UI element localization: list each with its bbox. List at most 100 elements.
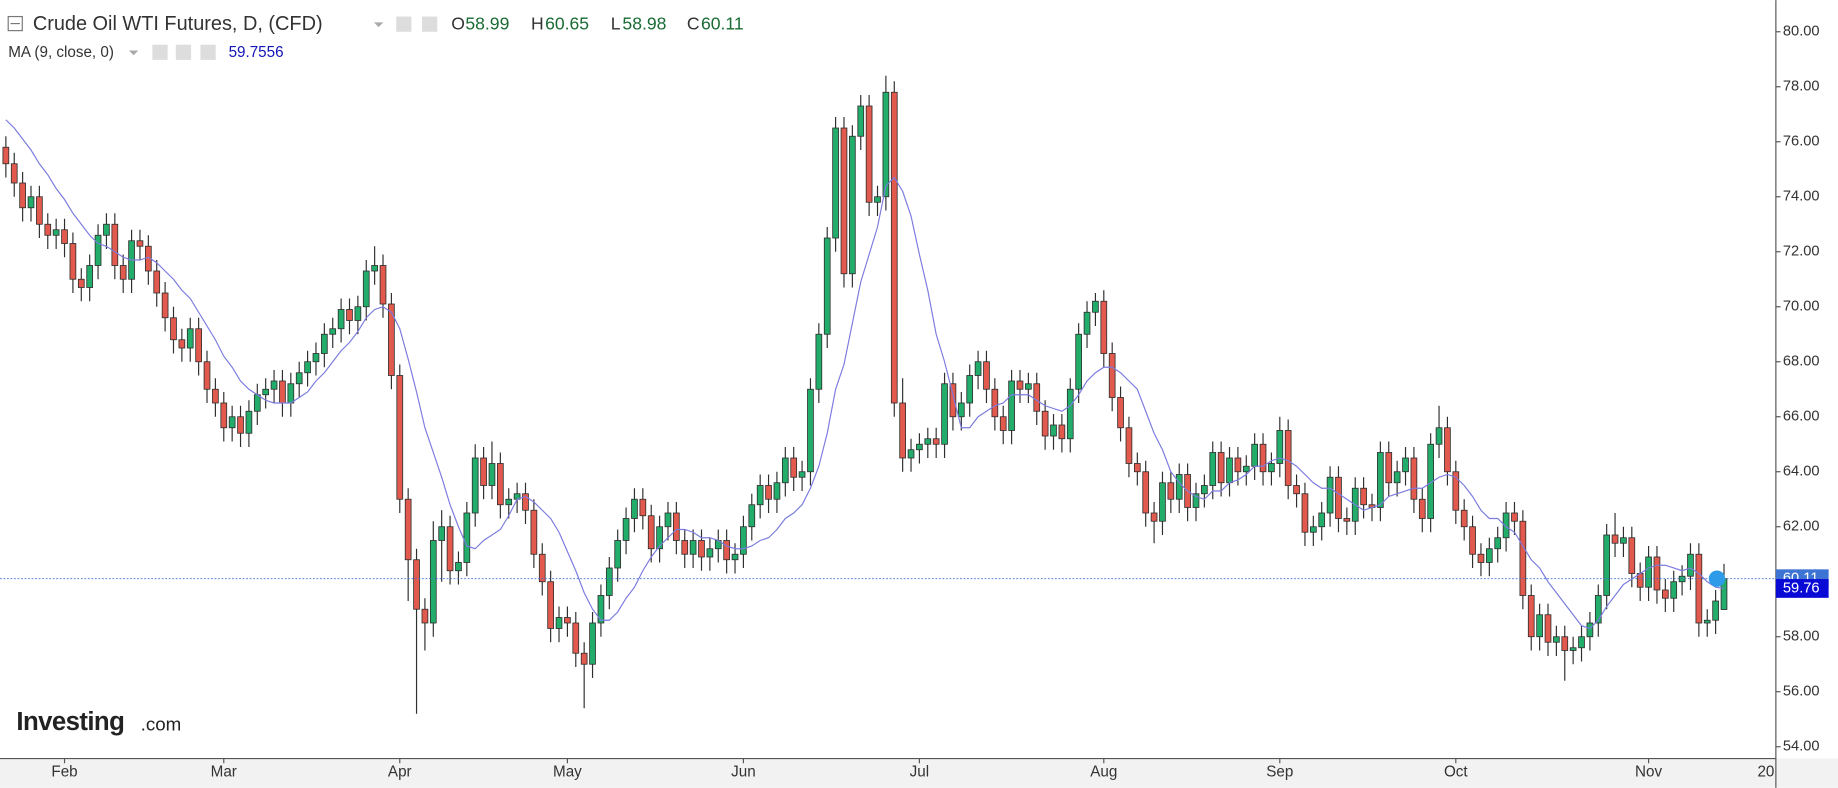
candle-body [957, 402, 965, 418]
candle-body [580, 652, 588, 665]
candle-body [1008, 380, 1015, 431]
collapse-button[interactable] [7, 15, 23, 32]
y-tick-label: 76.00 [1783, 134, 1820, 150]
candle-body [991, 388, 999, 418]
candle-body [882, 91, 890, 198]
candle-body [1385, 452, 1393, 484]
dropdown-arrow[interactable] [373, 22, 384, 28]
dropdown-arrow[interactable] [128, 50, 139, 56]
y-tick-label: 64.00 [1783, 464, 1820, 480]
candle-body [857, 105, 865, 137]
candle-body [69, 243, 77, 280]
candle-body [1092, 300, 1099, 313]
visibility-button[interactable] [396, 16, 412, 32]
candle-body [497, 463, 504, 506]
candle-body [295, 372, 303, 385]
settings-button[interactable] [175, 44, 192, 60]
candle-body [849, 135, 856, 275]
candle-body [287, 383, 295, 404]
candle-body [907, 449, 915, 459]
candle-body [170, 317, 177, 341]
candle-body [1393, 471, 1401, 484]
candle-body [1309, 526, 1317, 533]
x-tick-label: Sep [1266, 764, 1293, 781]
candle-body [463, 512, 471, 563]
remove-button[interactable] [200, 44, 216, 60]
y-tick-label: 54.00 [1783, 739, 1820, 755]
candle-body [924, 438, 932, 445]
candle-body [1418, 498, 1426, 519]
logo-suffix: .com [141, 714, 182, 735]
candle-body [781, 457, 789, 484]
candle-body [756, 485, 764, 506]
candle-body [1452, 471, 1460, 511]
candle-body [480, 457, 487, 486]
candle-body [371, 265, 378, 272]
candle-body [974, 361, 982, 376]
y-tick-label: 70.00 [1783, 299, 1820, 315]
candle-body [1284, 430, 1292, 486]
candle-body [572, 622, 580, 654]
candle-body [438, 526, 446, 541]
candle-body [874, 196, 881, 203]
candle-body [1444, 427, 1451, 473]
candle-body [446, 526, 454, 572]
x-tick-label: Apr [388, 764, 412, 781]
candle-body [1293, 485, 1300, 495]
candle-body [1527, 595, 1535, 638]
candle-body [1611, 534, 1619, 544]
candle-body [1695, 553, 1703, 624]
candle-body [1209, 452, 1217, 486]
candle-body [555, 617, 563, 629]
candle-body [136, 240, 144, 247]
candle-body [999, 416, 1007, 431]
candle-body [253, 394, 261, 412]
y-tick-label: 58.00 [1783, 629, 1820, 645]
indicator-name: MA (9, close, 0) [8, 44, 114, 61]
candle-body [1578, 636, 1585, 649]
candle-body [1594, 595, 1602, 624]
settings-button[interactable] [421, 16, 438, 32]
candle-body [354, 306, 362, 321]
candle-body [815, 333, 823, 390]
candle-body [279, 380, 286, 404]
candle-body [237, 416, 244, 434]
candle-body [1335, 476, 1342, 519]
candle-body [1150, 512, 1158, 522]
candle-body [1469, 526, 1476, 555]
visibility-button[interactable] [152, 44, 168, 60]
candle-body [1703, 619, 1711, 624]
candle-body [1016, 380, 1024, 390]
candle-body [1410, 457, 1418, 500]
candle-body [1435, 427, 1443, 445]
candle-body [1628, 537, 1636, 574]
candle-body [723, 540, 730, 561]
candle-body [421, 608, 429, 624]
ohlc-value: 60.65 [545, 13, 589, 33]
candle-body [1561, 636, 1569, 651]
candle-body [983, 361, 990, 390]
candle-body [44, 223, 52, 236]
candle-body [1083, 311, 1091, 335]
candle-body [1133, 463, 1141, 473]
x-tick-label: Jun [731, 764, 756, 781]
candle-body [86, 265, 94, 288]
candle-body [488, 463, 496, 486]
candle-body [656, 526, 663, 550]
candle-body [1318, 512, 1326, 528]
candle-body [413, 559, 420, 610]
candle-body [1502, 512, 1510, 539]
candle-body [505, 498, 513, 506]
candle-body [1645, 556, 1652, 588]
candle-body [1536, 614, 1543, 638]
candle-body [1276, 430, 1284, 464]
candle-body [312, 353, 320, 363]
ohlc-label: L [611, 13, 621, 33]
y-tick-label: 62.00 [1783, 519, 1820, 535]
candle-body [1620, 537, 1627, 544]
candle-body [647, 515, 655, 550]
candle-body [1636, 573, 1644, 588]
candle-body [1050, 424, 1057, 437]
time-axis-band [0, 758, 1838, 788]
candle-body [698, 540, 705, 558]
